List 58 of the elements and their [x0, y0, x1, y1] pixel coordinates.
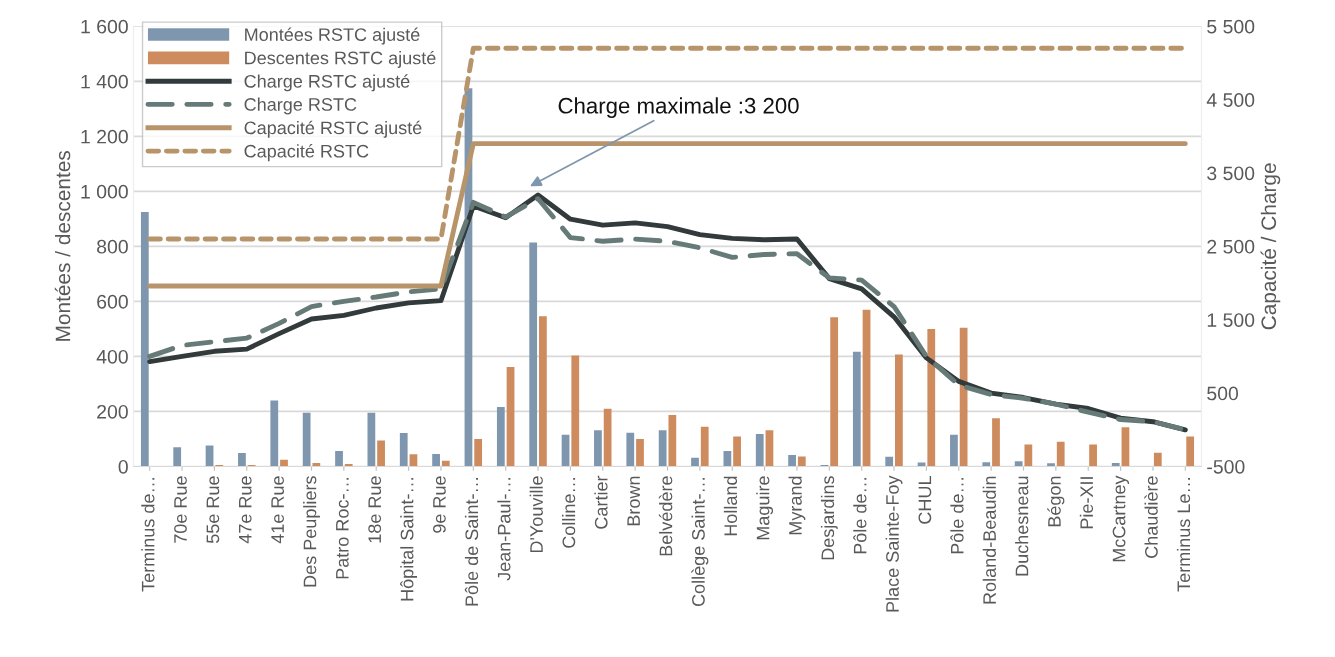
x-tick-label: Maguire [756, 476, 774, 540]
legend-label: Charge RSTC [244, 97, 357, 115]
x-tick-label: Colline… [561, 477, 576, 548]
legend-label: Montées RSTC ajusté [245, 27, 420, 45]
x-tick-label: Roland-Beaudin [982, 476, 996, 604]
x-tick-label: Brown [627, 476, 640, 526]
y-tick-label: 200 [97, 404, 128, 419]
x-tick-label: Duchesneau [1015, 476, 1029, 576]
y-tick-label: 1 200 [81, 129, 128, 144]
x-tick-label: Belvédère [658, 476, 673, 556]
x-tick-label: 47e Rue [239, 476, 252, 544]
y2-axis-title: Capacité / Charge [1260, 163, 1281, 330]
y-axis-title: Montées / descentes [54, 151, 71, 341]
x-tick-label: Hôpital Saint-… [400, 477, 418, 601]
x-tick-label: Patro Roc-… [336, 477, 349, 579]
x-tick-label: 70e Rue [174, 476, 187, 543]
y-tick-label: 0 [118, 459, 128, 474]
y2-tick-label: 4 500 [1206, 93, 1255, 107]
x-tick-label: 55e Rue [206, 476, 220, 544]
y-tick-label: 1 400 [81, 74, 128, 89]
y-tick-label: 600 [97, 294, 128, 309]
x-tick-label: Chaudière [1144, 476, 1158, 558]
x-tick-label: Pôle de… [853, 477, 867, 554]
y2-tick-label: -500 [1207, 459, 1245, 474]
x-tick-label: 18e Rue [368, 476, 382, 543]
x-tick-label: Terminus de… [141, 477, 155, 592]
y-tick-label: 400 [96, 349, 128, 364]
x-tick-label: McCartney [1112, 475, 1130, 562]
x-tick-label: 41e Rue [271, 476, 284, 544]
x-tick-label: Desjardins [820, 476, 838, 560]
x-tick-label: CHUL [918, 476, 932, 524]
x-tick-label: D'Youville [529, 476, 543, 553]
legend-label: Charge RSTC ajusté [244, 74, 410, 92]
legend-label: Descentes RSTC ajusté [245, 50, 436, 68]
y-tick-label: 1 600 [81, 19, 128, 34]
y2-tick-label: 1 500 [1207, 313, 1255, 327]
x-tick-label: Bégon [1047, 476, 1065, 527]
y2-tick-label: 500 [1207, 386, 1239, 401]
x-tick-label: Terminus Le… [1176, 477, 1191, 592]
y2-tick-label: 3 500 [1207, 166, 1255, 181]
legend-label: Capacité RSTC ajusté [244, 120, 422, 138]
y-tick-label: 800 [97, 239, 128, 254]
annotation: Charge maximale :3 200 [558, 97, 799, 118]
x-tick-label: Jean-Paul-… [497, 477, 511, 581]
y2-tick-label: 2 500 [1207, 239, 1255, 254]
x-tick-label: 9e Rue [433, 476, 446, 533]
x-tick-label: Place Sainte-Foy [885, 475, 903, 612]
x-tick-label: Myrand [788, 476, 806, 535]
x-tick-label: Pôle de… [950, 477, 964, 554]
x-tick-label: Cartier [594, 475, 608, 529]
x-tick-label: Pôle de Saint-… [464, 477, 479, 606]
legend-label: Capacité RSTC [244, 144, 369, 162]
x-tick-label: Collège Saint-… [691, 477, 709, 607]
x-tick-label: Pie-XII [1079, 477, 1094, 529]
x-tick-label: Des Peupliers [303, 476, 320, 587]
y-tick-label: 1 000 [81, 184, 128, 199]
x-tick-label: Holland [723, 476, 738, 536]
y2-tick-label: 5 500 [1207, 19, 1255, 34]
